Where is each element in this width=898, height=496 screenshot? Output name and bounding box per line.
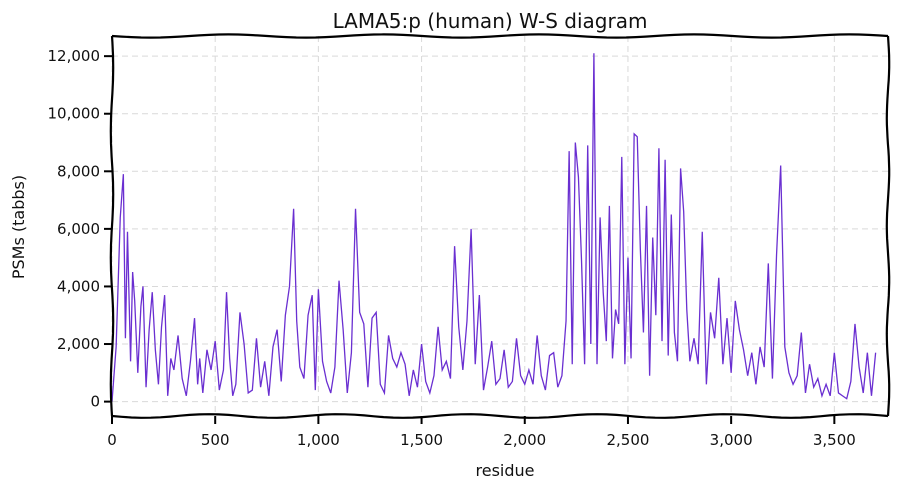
series-line [111,53,877,402]
grid [111,36,888,416]
x-tick-label: 3,500 [813,431,856,449]
x-tick-label: 1,000 [297,431,340,449]
y-axis: 0 2,000 4,000 6,000 8,000 10,000 12,000 [48,47,112,411]
x-axis: 0 500 1,000 1,500 2,000 2,500 3,000 3,500 [107,416,856,449]
y-axis-label: PSMs (tabbs) [9,175,28,279]
plot-frame-left [109,35,115,417]
y-tick-label: 0 [90,393,100,411]
y-tick-label: 10,000 [48,105,101,123]
x-tick-label: 500 [201,431,230,449]
x-tick-label: 2,500 [606,431,649,449]
plot-frame-right [885,35,891,417]
y-tick-label: 4,000 [57,277,100,295]
x-tick-label: 0 [107,431,117,449]
plot-frame [109,33,891,419]
plot-frame-bottom [111,413,889,419]
y-tick-label: 8,000 [57,162,100,180]
x-axis-label: residue [476,461,535,480]
x-tick-label: 2,000 [503,431,546,449]
y-tick-label: 12,000 [48,47,101,65]
y-tick-label: 2,000 [57,335,100,353]
y-tick-label: 6,000 [57,220,100,238]
series-group [111,53,877,402]
chart-title: LAMA5:p (human) W-S diagram [333,9,648,33]
x-tick-label: 3,000 [710,431,753,449]
plot-frame-top [111,33,889,39]
x-tick-label: 1,500 [400,431,443,449]
